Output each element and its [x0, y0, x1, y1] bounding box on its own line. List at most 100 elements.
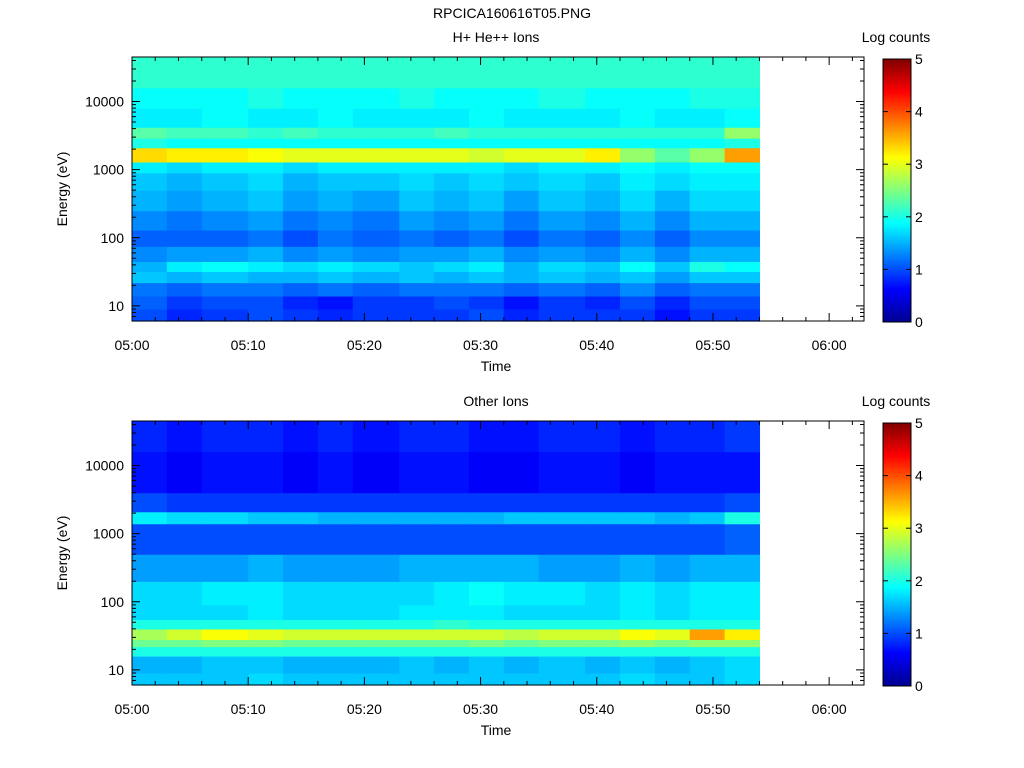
- y-tick-label: 1000: [93, 162, 124, 178]
- heatmap-cell: [399, 108, 435, 128]
- heatmap-cell: [283, 619, 319, 630]
- heatmap-cell: [132, 210, 168, 231]
- heatmap-cell: [689, 604, 726, 621]
- heatmap-cell: [283, 282, 319, 297]
- heatmap-cell: [620, 271, 656, 284]
- heatmap-cell: [352, 639, 400, 648]
- heatmap-cell: [399, 210, 435, 231]
- heatmap-cell: [352, 309, 400, 322]
- heatmap-cell: [724, 421, 761, 453]
- y-tick-label: 10: [108, 298, 124, 314]
- heatmap-cell: [352, 147, 400, 163]
- heatmap-cell: [201, 138, 249, 149]
- y-tick-label: 10000: [85, 94, 124, 110]
- heatmap-cell: [248, 581, 284, 606]
- heatmap-cell: [201, 271, 249, 284]
- heatmap-cell: [689, 628, 726, 641]
- heatmap-cell: [317, 655, 354, 674]
- heatmap-cell: [654, 673, 691, 686]
- heatmap-cell: [503, 261, 540, 273]
- x-tick-label: 06:00: [812, 701, 847, 717]
- heatmap-cell: [585, 271, 621, 284]
- heatmap-cell: [352, 108, 400, 128]
- heatmap-cell: [468, 127, 505, 139]
- heatmap-cell: [689, 172, 726, 191]
- heatmap-cell: [132, 295, 168, 310]
- heatmap-cell: [283, 628, 319, 641]
- heatmap-cell: [166, 230, 203, 247]
- heatmap-cell: [620, 190, 656, 212]
- heatmap-cell: [503, 581, 540, 606]
- heatmap-cell: [132, 421, 168, 453]
- heatmap-cell: [317, 147, 354, 163]
- heatmap-cell: [352, 628, 400, 641]
- heatmap-cell: [468, 604, 505, 621]
- heatmap-cell: [724, 492, 761, 513]
- heatmap-cell: [166, 646, 203, 657]
- heatmap-cell: [654, 161, 691, 174]
- heatmap-cell: [503, 554, 540, 582]
- heatmap-cell: [317, 673, 354, 686]
- heatmap-cell: [434, 511, 470, 525]
- heatmap-cell: [248, 554, 284, 582]
- heatmap-cell: [201, 261, 249, 273]
- heatmap-cell: [166, 673, 203, 686]
- heatmap-cell: [654, 646, 691, 657]
- heatmap-cell: [399, 655, 435, 674]
- heatmap-cell: [132, 655, 168, 674]
- heatmap-cell: [585, 127, 621, 139]
- heatmap-cell: [166, 523, 203, 555]
- heatmap-cell: [538, 190, 586, 212]
- heatmap-cell: [283, 57, 319, 89]
- heatmap-cell: [283, 230, 319, 247]
- heatmap-cell: [434, 646, 470, 657]
- heatmap-cell: [399, 57, 435, 89]
- heatmap-cell: [248, 655, 284, 674]
- heatmap-cell: [352, 523, 400, 555]
- heatmap-cell: [654, 282, 691, 297]
- heatmap-cell: [689, 673, 726, 686]
- x-axis-label: Time: [481, 722, 512, 738]
- heatmap-cell: [538, 87, 586, 109]
- heatmap-cell: [399, 282, 435, 297]
- heatmap-cell: [620, 210, 656, 231]
- heatmap-cell: [585, 421, 621, 453]
- heatmap-cell: [585, 523, 621, 555]
- heatmap-cell: [352, 295, 400, 310]
- heatmap-cell: [248, 309, 284, 322]
- colorbar: [882, 58, 912, 323]
- heatmap-cell: [538, 451, 586, 494]
- heatmap-cell: [317, 172, 354, 191]
- heatmap-cell: [434, 108, 470, 128]
- heatmap-cell: [468, 295, 505, 310]
- heatmap-cell: [317, 451, 354, 494]
- heatmap-cell: [654, 581, 691, 606]
- heatmap-cell: [399, 451, 435, 494]
- heatmap-cell: [201, 230, 249, 247]
- heatmap-cell: [468, 646, 505, 657]
- heatmap-cell: [620, 421, 656, 453]
- heatmap-cell: [468, 492, 505, 513]
- heatmap-cell: [620, 127, 656, 139]
- panel-title: Other Ions: [463, 393, 528, 409]
- heatmap-cell: [620, 108, 656, 128]
- heatmap-cell: [201, 210, 249, 231]
- heatmap-cell: [166, 511, 203, 525]
- heatmap-cell: [689, 138, 726, 149]
- heatmap-cell: [352, 604, 400, 621]
- heatmap-cell: [724, 646, 761, 657]
- heatmap-cell: [724, 639, 761, 648]
- heatmap-cell: [317, 619, 354, 630]
- heatmap-cell: [654, 619, 691, 630]
- heatmap-cell: [248, 451, 284, 494]
- heatmap-cell: [503, 619, 540, 630]
- colorbar-tick-label: 2: [915, 573, 923, 589]
- heatmap-cell: [468, 87, 505, 109]
- heatmap-cell: [201, 57, 249, 89]
- heatmap-cell: [166, 639, 203, 648]
- heatmap-cell: [132, 271, 168, 284]
- heatmap-cell: [201, 619, 249, 630]
- heatmap-cell: [434, 172, 470, 191]
- heatmap-cell: [434, 655, 470, 674]
- heatmap-cell: [399, 646, 435, 657]
